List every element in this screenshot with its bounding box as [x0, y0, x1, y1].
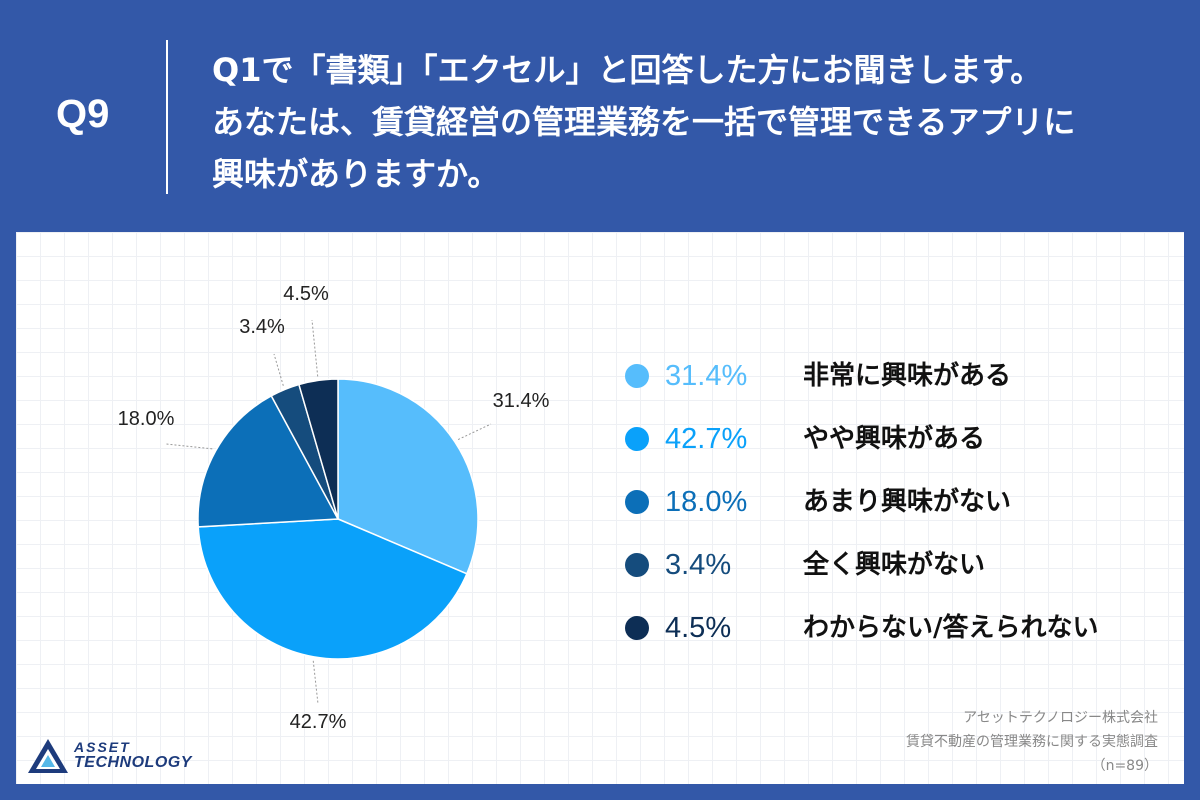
leader-line-3 — [165, 443, 213, 450]
source-survey: 賃貸不動産の管理業務に関する実態調査 — [906, 734, 1158, 750]
legend-label: 全く興味がない — [803, 550, 986, 580]
legend-dot — [625, 553, 649, 577]
slice-label-1: 31.4% — [493, 390, 550, 412]
question-text: Q1で「書類」「エクセル」と回答した方にお聞きします。 あなたは、賃貸経営の管理… — [212, 44, 1172, 200]
legend-label: わからない/答えられない — [803, 613, 1099, 643]
legend-dot — [625, 616, 649, 640]
slice-label-2: 42.7% — [290, 711, 347, 733]
legend-value: 42.7% — [665, 423, 748, 455]
slice-label-4: 3.4% — [239, 316, 285, 338]
slice-label-3: 18.0% — [118, 408, 175, 430]
pie-slice-3 — [197, 394, 340, 528]
source-company: アセットテクノロジー株式会社 — [963, 710, 1158, 726]
question-line-3: 興味がありますか。 — [212, 155, 500, 193]
legend-dot — [625, 364, 649, 388]
triangle-logo-icon — [28, 739, 68, 773]
slice-label-5: 4.5% — [283, 283, 329, 305]
pie-slice-1 — [337, 378, 479, 575]
leader-line-1 — [457, 423, 492, 441]
header: Q9 Q1で「書類」「エクセル」と回答した方にお聞きします。 あなたは、賃貸経営… — [0, 0, 1200, 232]
legend-item-1: 31.4% 非常に興味がある — [621, 354, 1181, 417]
legend-value: 3.4% — [665, 549, 732, 581]
header-divider — [166, 40, 168, 194]
company-logo: ASSET TECHNOLOGY — [26, 736, 226, 776]
source-note: アセットテクノロジー株式会社 賃貸不動産の管理業務に関する実態調査 （n=89） — [906, 706, 1158, 778]
legend: 31.4% 非常に興味がある 42.7% やや興味がある 18.0% あまり興味がない 3.… — [621, 354, 1181, 669]
legend-item-5: 4.5% わからない/答えられない — [621, 606, 1181, 669]
legend-label: 非常に興味がある — [803, 361, 1012, 391]
logo-line-1: ASSET — [74, 739, 131, 755]
legend-value: 31.4% — [665, 360, 748, 392]
legend-item-4: 3.4% 全く興味がない — [621, 543, 1181, 606]
logo-line-2: TECHNOLOGY — [74, 754, 192, 771]
pie-slice-2 — [197, 518, 468, 660]
legend-label: やや興味がある — [803, 424, 986, 454]
pie-slice-5 — [298, 378, 339, 520]
leader-line-4 — [273, 353, 284, 386]
chart-panel: 31.4% 42.7% 18.0% 3.4% 4.5% 31.4% 非常に興味がある 42.… — [16, 232, 1184, 784]
legend-value: 18.0% — [665, 486, 748, 518]
legend-dot — [625, 490, 649, 514]
legend-item-3: 18.0% あまり興味がない — [621, 480, 1181, 543]
question-line-1: Q1で「書類」「エクセル」と回答した方にお聞きします。 — [212, 51, 1043, 89]
legend-dot — [625, 427, 649, 451]
leader-line-2 — [312, 660, 319, 705]
source-sample-size: （n=89） — [1091, 758, 1158, 774]
leader-line-5 — [311, 319, 319, 377]
pie-chart: 31.4% 42.7% 18.0% 3.4% 4.5% — [118, 283, 550, 733]
question-line-2: あなたは、賃貸経営の管理業務を一括で管理できるアプリに — [212, 103, 1076, 141]
legend-label: あまり興味がない — [803, 487, 1012, 517]
legend-value: 4.5% — [665, 612, 732, 644]
question-number: Q9 — [56, 92, 110, 136]
legend-item-2: 42.7% やや興味がある — [621, 417, 1181, 480]
